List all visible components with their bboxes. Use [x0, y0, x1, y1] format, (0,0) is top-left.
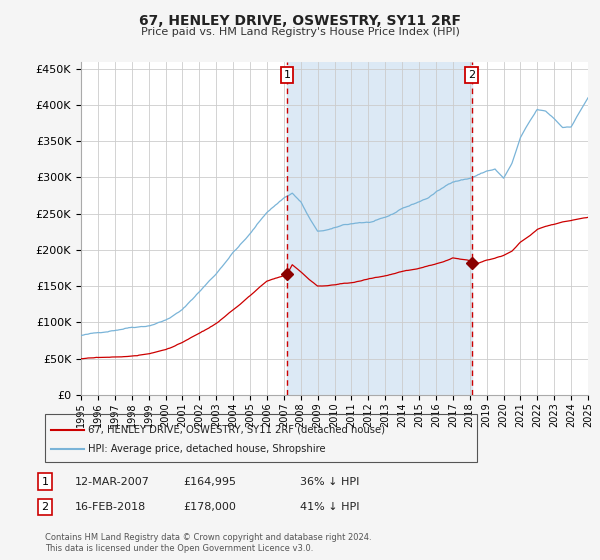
Text: 1: 1 [41, 477, 49, 487]
Text: 41% ↓ HPI: 41% ↓ HPI [300, 502, 359, 512]
Bar [287, 62, 472, 395]
Text: 16-FEB-2018: 16-FEB-2018 [75, 502, 146, 512]
Text: Contains HM Land Registry data © Crown copyright and database right 2024.
This d: Contains HM Land Registry data © Crown c… [45, 533, 371, 553]
Text: 2: 2 [468, 70, 475, 80]
Text: 12-MAR-2007: 12-MAR-2007 [75, 477, 150, 487]
Text: £178,000: £178,000 [183, 502, 236, 512]
Text: 67, HENLEY DRIVE, OSWESTRY, SY11 2RF (detached house): 67, HENLEY DRIVE, OSWESTRY, SY11 2RF (de… [88, 424, 385, 435]
Text: 67, HENLEY DRIVE, OSWESTRY, SY11 2RF: 67, HENLEY DRIVE, OSWESTRY, SY11 2RF [139, 14, 461, 28]
Text: £164,995: £164,995 [183, 477, 236, 487]
Text: Price paid vs. HM Land Registry's House Price Index (HPI): Price paid vs. HM Land Registry's House … [140, 27, 460, 38]
Text: 1: 1 [284, 70, 290, 80]
Text: 36% ↓ HPI: 36% ↓ HPI [300, 477, 359, 487]
Text: 2: 2 [41, 502, 49, 512]
Text: HPI: Average price, detached house, Shropshire: HPI: Average price, detached house, Shro… [88, 444, 326, 454]
